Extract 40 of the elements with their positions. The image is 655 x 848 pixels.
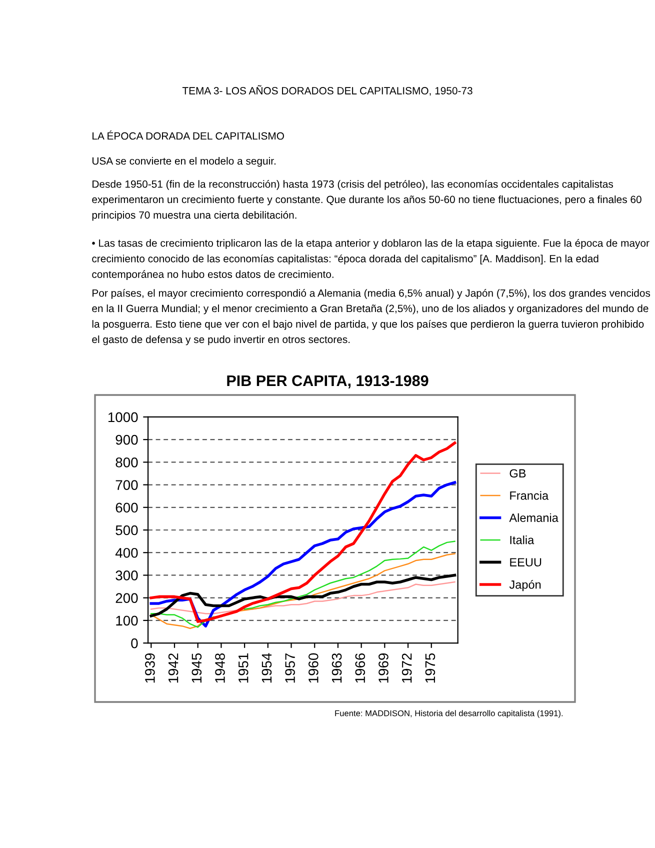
x-tick-label: 1957 xyxy=(285,653,295,683)
x-tick-label: 1966 xyxy=(355,653,366,683)
text: • Las tasas de crecimiento triplicaron las de la etapa anterior y doblaron las de la etapa siguiente. Fue la época de mayor crecimiento conocido de las economías capitalistas: “época dorada del capitalismo” [A. Maddison]. En la edad contemporánea no hubo estos datos de crecimiento. xyxy=(92,239,650,280)
y-tick-label: 800 xyxy=(116,458,138,468)
x-tick-label: 1960 xyxy=(308,653,318,683)
y-tick-label: 400 xyxy=(115,548,138,558)
x-tick-label: 1945 xyxy=(192,653,202,683)
y-tick-label: 0 xyxy=(131,638,138,648)
y-tick-label: 900 xyxy=(116,434,138,445)
y-tick-label: 100 xyxy=(116,616,138,626)
x-tick-label: 1951 xyxy=(238,653,248,683)
y-tick-label: 700 xyxy=(116,480,138,490)
legend-label: Alemania xyxy=(509,513,558,522)
x-tick-label: 1969 xyxy=(378,653,388,683)
text: USA se convierte en el modelo a seguir. xyxy=(92,157,276,167)
text: Desde 1950-51 (fin de la reconstrucción) hasta 1973 (crisis del petróleo), las economías occidentales capitalistas experimentaron un crecimiento fuerte y constante. Que durante los años 50-60 no tiene fluctuaciones, pero a finales 60 principios 70 muestra una cierta debilitación. xyxy=(92,180,642,221)
y-tick-label: 300 xyxy=(116,570,138,580)
x-tick-label: 1975 xyxy=(425,653,436,683)
text: TEMA 3- LOS AÑOS DORADOS DEL CAPITALISMO, 1950-73 xyxy=(182,85,472,96)
legend-label: GB xyxy=(510,469,526,478)
legend-label: Francia xyxy=(510,491,549,500)
x-tick-label: 1963 xyxy=(332,653,342,683)
y-tick-label: 600 xyxy=(116,502,138,513)
x-tick-label: 1948 xyxy=(215,653,225,683)
x-tick-label: 1954 xyxy=(262,653,272,683)
text: LA ÉPOCA DORADA DEL CAPITALISMO xyxy=(92,130,284,140)
x-tick-label: 1972 xyxy=(402,653,412,683)
x-tick-label: 1939 xyxy=(145,653,155,683)
y-tick-label: 200 xyxy=(116,593,138,603)
legend-label: Italia xyxy=(510,536,534,544)
y-tick-label: 500 xyxy=(116,525,138,536)
x-tick-label: 1942 xyxy=(168,653,178,683)
legend-label: EEUU xyxy=(510,558,542,566)
text: Por países, el mayor crecimiento correspondió a Alemania (media 6,5% anual) y Japón (7,5%), los dos grandes vencidos en la II Guerra Mundial; y el menor crecimiento a Gran Bretaña (2,5%), uno de los aliados y organizadores del mundo de la posguerra. Esto tiene que ver con el bajo nivel de partida, y que los países que perdieron la guerra tuvieron prohibido el gasto de defensa y se pudo invertir en otros sectores. xyxy=(92,289,650,346)
y-tick-label: 1000 xyxy=(108,412,138,422)
line-series xyxy=(150,442,456,623)
chart-title: PIB PER CAPITA, 1913-1989 xyxy=(227,375,428,388)
source-note: Fuente: MADDISON, Historia del desarrollo capitalista (1991). xyxy=(335,710,563,718)
line-series xyxy=(150,581,456,614)
legend-label: Japón xyxy=(509,580,541,592)
